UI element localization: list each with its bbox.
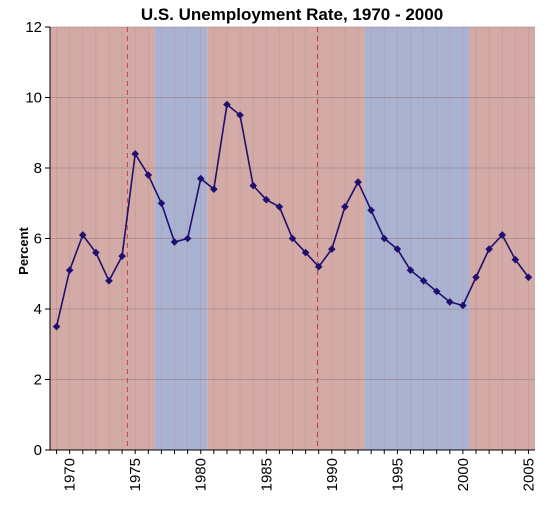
data-point xyxy=(354,178,362,186)
data-point xyxy=(524,273,533,282)
x-tick-label: 2005 xyxy=(520,458,537,491)
data-point xyxy=(170,238,179,246)
data-point xyxy=(262,195,271,204)
data-point xyxy=(393,245,402,253)
data-point xyxy=(223,100,231,109)
data-point xyxy=(249,181,257,190)
y-tick-label: 10 xyxy=(25,90,42,107)
data-point xyxy=(196,174,205,183)
data-point xyxy=(52,322,61,331)
data-point xyxy=(144,171,153,179)
data-point xyxy=(380,234,389,243)
data-point xyxy=(301,248,310,257)
data-point xyxy=(445,298,454,306)
data-point xyxy=(328,245,336,253)
data-point xyxy=(459,301,467,310)
data-point xyxy=(432,287,441,296)
data-point xyxy=(472,273,480,282)
y-tick-label: 6 xyxy=(34,231,42,248)
data-point xyxy=(157,199,166,208)
data-point xyxy=(367,206,375,215)
data-point xyxy=(341,202,349,211)
data-point xyxy=(275,202,284,211)
y-tick-label: 4 xyxy=(34,301,42,318)
data-point xyxy=(105,277,113,285)
data-point xyxy=(288,234,297,243)
data-point xyxy=(183,234,192,243)
x-tick-label: 1980 xyxy=(193,458,210,491)
data-point xyxy=(498,231,507,239)
data-point xyxy=(131,150,140,158)
chart-title: U.S. Unemployment Rate, 1970 - 2000 xyxy=(141,5,443,24)
x-tick-label: 1990 xyxy=(324,458,341,491)
data-point xyxy=(485,245,493,253)
y-tick-label: 12 xyxy=(25,19,42,36)
data-point xyxy=(419,277,428,285)
y-tick-label: 2 xyxy=(34,372,42,389)
data-point xyxy=(92,248,100,257)
axes xyxy=(45,26,535,454)
data-point xyxy=(511,255,520,264)
dashed-markers xyxy=(126,27,318,450)
x-tick-label: 1970 xyxy=(62,458,79,491)
data-point xyxy=(210,185,218,193)
x-tick-label: 2000 xyxy=(455,458,472,491)
data-point xyxy=(118,252,126,260)
y-tick-labels: 0 2 4 6 8 10 12 xyxy=(25,19,42,459)
x-tick-label: 1995 xyxy=(389,458,406,491)
y-tick-label: 8 xyxy=(34,160,42,177)
x-tick-label: 1975 xyxy=(127,458,144,491)
y-tick-label: 0 xyxy=(34,442,42,459)
data-point xyxy=(78,231,87,239)
data-point xyxy=(406,266,415,275)
x-tick-label: 1985 xyxy=(258,458,275,491)
data-point xyxy=(314,262,323,271)
data-point xyxy=(236,111,244,119)
x-tick-labels: 1970 1975 1980 1985 1990 1995 2000 2005 xyxy=(62,458,538,491)
series-unemployment xyxy=(52,100,533,331)
data-point xyxy=(65,266,74,275)
y-axis-label: Percent xyxy=(16,226,31,274)
